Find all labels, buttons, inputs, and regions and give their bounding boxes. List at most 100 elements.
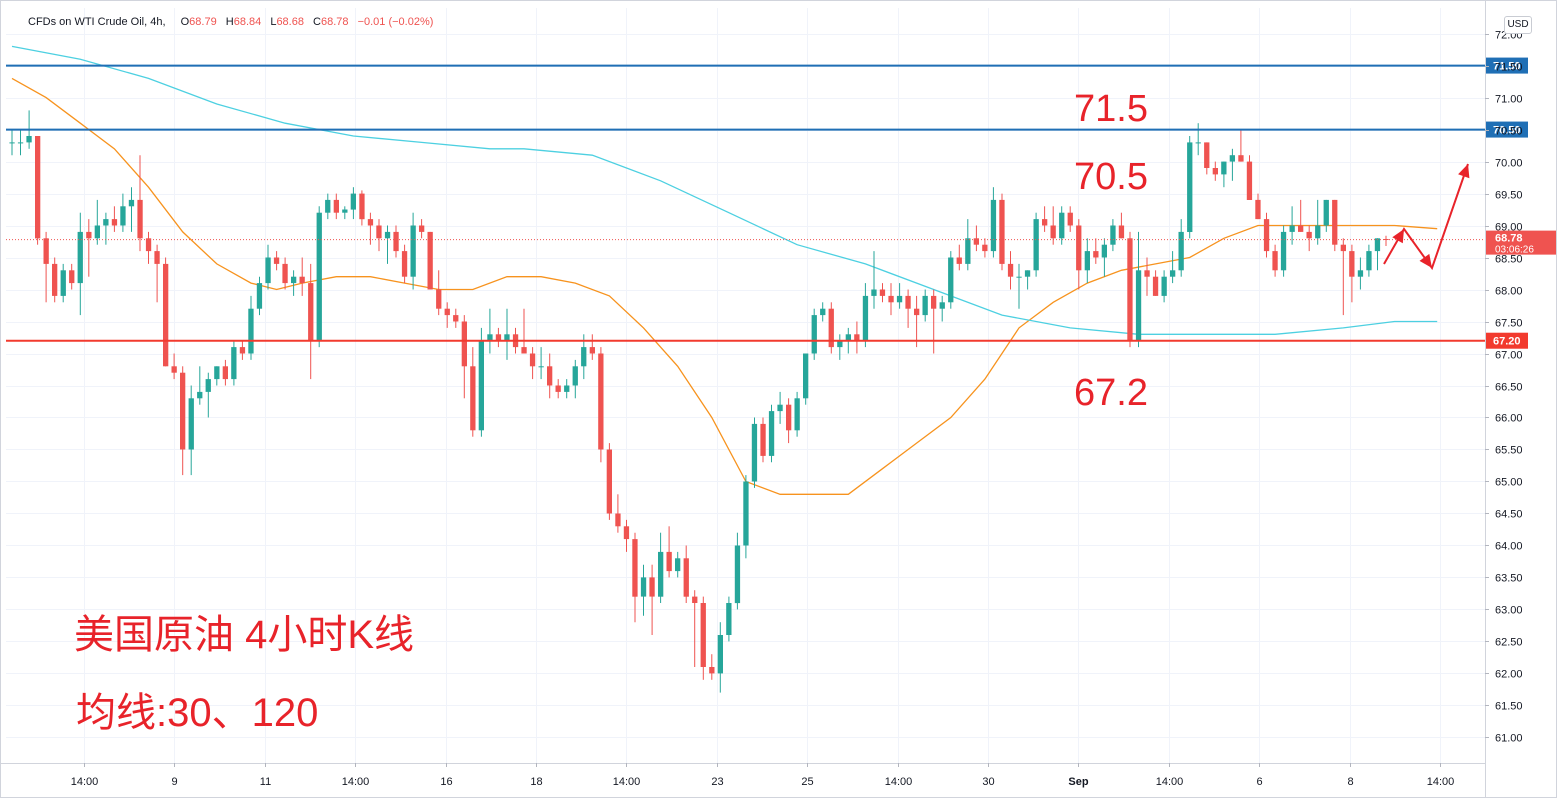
candle (675, 551, 681, 578)
candle (111, 206, 118, 232)
candle (120, 193, 126, 232)
candle-body (658, 551, 664, 597)
candle (214, 366, 220, 386)
y-tick-label: 68.00 (1495, 286, 1523, 298)
candle-body (905, 295, 911, 309)
candle (666, 526, 672, 578)
candle-body (845, 334, 851, 341)
candle-body (1204, 142, 1210, 168)
candle (743, 475, 749, 559)
candle-body (956, 257, 962, 264)
arrow-down (1419, 253, 1432, 268)
candle (273, 251, 280, 271)
candle (1298, 199, 1304, 232)
candle-body (1229, 155, 1235, 162)
candle-body (555, 385, 561, 392)
y-tick-label: 66.00 (1495, 413, 1523, 425)
candle-body (1212, 168, 1218, 175)
candle (333, 193, 339, 220)
candle-body (359, 193, 365, 220)
candle (1135, 231, 1142, 348)
currency-button[interactable]: USD (1504, 16, 1532, 34)
candle-body (1332, 199, 1338, 245)
candle (1374, 238, 1381, 271)
candle-body (1323, 199, 1329, 226)
candle (461, 315, 467, 399)
candle (1195, 123, 1201, 156)
candle-body (948, 257, 954, 303)
candle-body (163, 263, 169, 367)
open-value: 68.79 (189, 16, 217, 28)
candle-body (171, 366, 177, 373)
candle (410, 212, 416, 290)
candle-body (427, 231, 433, 290)
candle-body (350, 193, 356, 210)
candle-body (547, 366, 553, 386)
candle (658, 532, 664, 603)
candle-body (811, 315, 817, 354)
candle-body (419, 225, 425, 232)
candle-body (973, 238, 979, 245)
candle (726, 596, 732, 642)
candle (777, 391, 783, 424)
candle-body (632, 539, 638, 597)
candle (717, 622, 723, 693)
candle (1229, 148, 1235, 181)
candle-body (990, 199, 997, 252)
candle (188, 385, 194, 476)
candle (350, 187, 356, 220)
y-tick-label: 69.50 (1495, 190, 1523, 202)
candle (982, 238, 988, 258)
candle (786, 398, 792, 444)
hline-badge (1486, 332, 1528, 349)
candle (896, 283, 903, 309)
candle-body (598, 353, 604, 450)
candle (564, 379, 570, 399)
candle-body (69, 270, 75, 284)
candle-body (393, 231, 399, 252)
candle-body (205, 379, 211, 392)
candle (1093, 238, 1099, 264)
x-tick-label: 14:00 (885, 776, 913, 788)
candle (43, 231, 49, 303)
candle (17, 129, 24, 156)
candle-body (214, 366, 220, 380)
close-label: C (313, 16, 321, 28)
candle-body (222, 366, 228, 380)
candle (342, 206, 348, 220)
candle (1280, 225, 1287, 277)
hline-label: 67.20 (1493, 336, 1521, 348)
candle (1357, 257, 1364, 290)
candle (453, 308, 459, 328)
candle (444, 302, 450, 328)
candle (521, 308, 527, 354)
x-tick-label: 14:00 (1427, 776, 1455, 788)
candle (205, 372, 211, 418)
candle (751, 417, 758, 488)
annotation-level-low: 67.2 (1074, 372, 1148, 414)
candle (606, 443, 612, 520)
candle-body (683, 558, 689, 597)
low-label: L (270, 16, 277, 28)
grid-lines (6, 8, 1485, 763)
candle (1033, 212, 1039, 277)
candle (77, 212, 83, 316)
candle (1178, 219, 1184, 277)
candle-body (86, 231, 92, 239)
countdown-label: 03:06:26 (1495, 245, 1534, 256)
forecast-arrows (1383, 163, 1470, 271)
candle (325, 193, 331, 220)
candle-body (188, 398, 194, 450)
candle-body (487, 334, 493, 341)
candle-body (1033, 219, 1039, 271)
hline-badge (1486, 57, 1528, 74)
candle (1323, 199, 1329, 232)
candle-body (1255, 199, 1261, 220)
candle-body (52, 263, 58, 296)
candle-body (939, 302, 945, 309)
candle-body (444, 308, 450, 316)
candle (888, 283, 894, 316)
